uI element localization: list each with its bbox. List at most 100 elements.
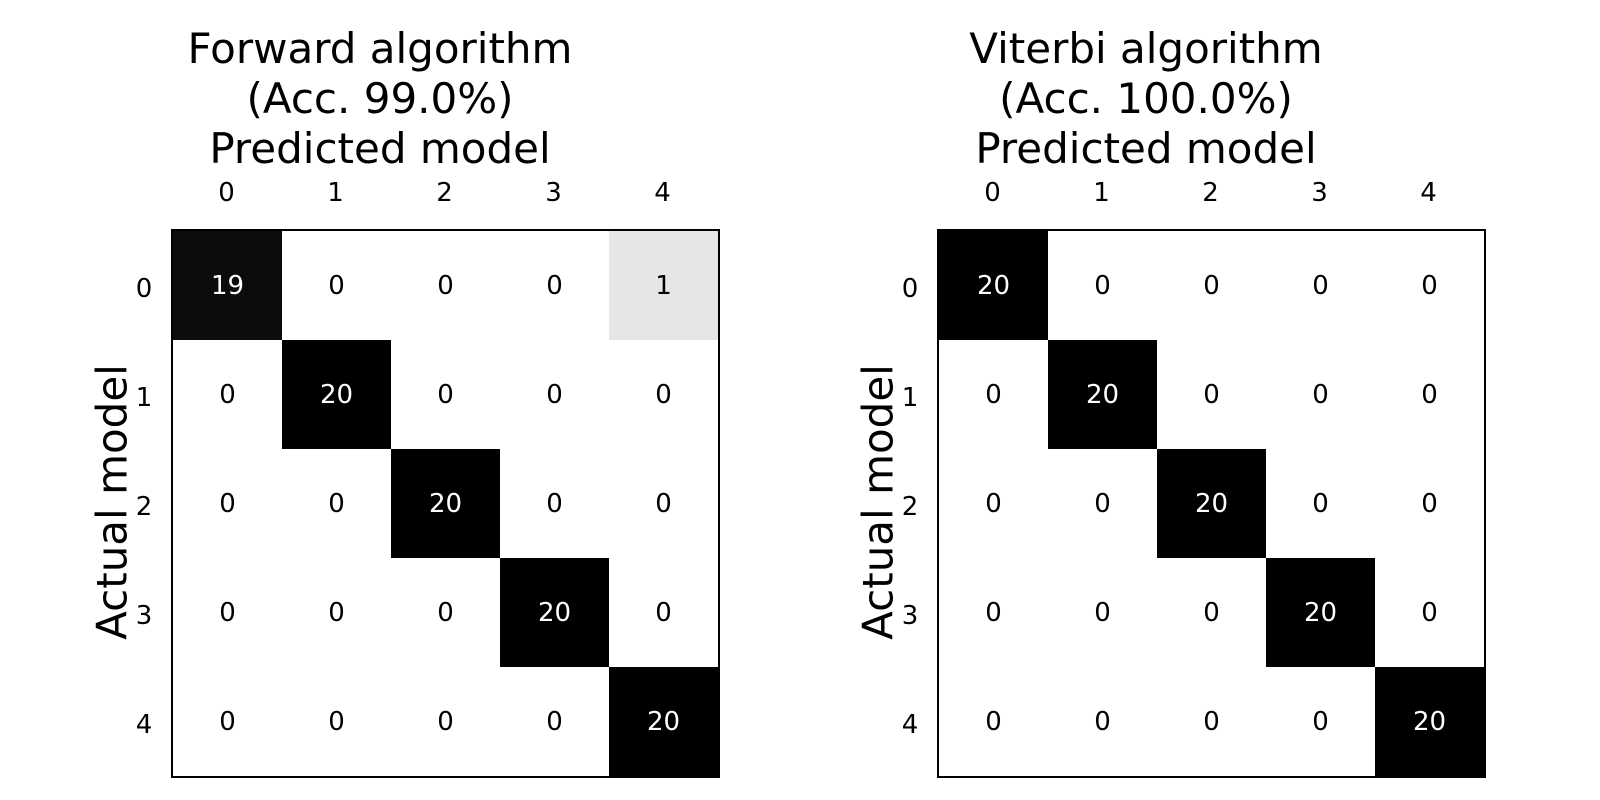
y-tick-label: 0 — [135, 273, 153, 304]
cell-value-label: 0 — [985, 379, 1002, 410]
heatmap-cell — [500, 667, 609, 776]
viterbi-confusion-matrix-panel: Viterbi algorithm (Acc. 100.0%) Predicte… — [766, 0, 1526, 800]
heatmap-cell — [282, 558, 391, 667]
heatmap-cell — [282, 340, 391, 449]
cell-value-label: 0 — [219, 488, 236, 519]
cell-value-label: 0 — [219, 706, 236, 737]
x-tick-label: 4 — [1420, 178, 1437, 208]
heatmap-cell — [1157, 340, 1266, 449]
cell-value-label: 20 — [1412, 706, 1447, 737]
cell-value-label: 20 — [428, 488, 463, 519]
y-axis-label: Actual model — [853, 364, 903, 640]
cell-value-label: 0 — [1421, 270, 1438, 301]
heatmap-cell — [1048, 558, 1157, 667]
cell-value-label: 20 — [976, 270, 1011, 301]
heatmap-cell — [391, 449, 500, 558]
heatmap-cell — [609, 231, 718, 340]
cell-value-label: 0 — [985, 706, 1002, 737]
cell-value-label: 0 — [1094, 706, 1111, 737]
heatmap-cell — [1266, 340, 1375, 449]
y-tick-label: 3 — [901, 600, 919, 631]
heatmap-cell — [500, 558, 609, 667]
cell-value-label: 20 — [646, 706, 681, 737]
cell-value-label: 0 — [546, 379, 563, 410]
heatmap-cell — [500, 449, 609, 558]
cell-value-label: 0 — [437, 270, 454, 301]
heatmap-cell — [391, 340, 500, 449]
cell-value-label: 20 — [1303, 597, 1338, 628]
heatmap-cell — [1048, 667, 1157, 776]
cell-value-label: 0 — [1094, 270, 1111, 301]
chart-title-line-1: Forward algorithm — [187, 24, 573, 73]
cell-value-label: 0 — [1312, 706, 1329, 737]
cell-value-label: 0 — [437, 597, 454, 628]
y-tick-label: 1 — [135, 382, 153, 413]
heatmap-cell — [391, 231, 500, 340]
cell-value-label: 0 — [1094, 488, 1111, 519]
cell-value-label: 20 — [1085, 379, 1120, 410]
cell-value-label: 0 — [1203, 379, 1220, 410]
heatmap-cell — [1157, 667, 1266, 776]
heatmap-cell — [500, 340, 609, 449]
y-tick-label: 0 — [901, 273, 919, 304]
heatmap-cell — [1266, 449, 1375, 558]
heatmap-cell — [1266, 667, 1375, 776]
heatmap-cell — [1048, 340, 1157, 449]
cell-value-label: 0 — [655, 597, 672, 628]
heatmap-cell — [391, 558, 500, 667]
heatmap-cell — [173, 558, 282, 667]
cell-value-label: 0 — [546, 488, 563, 519]
heatmap-cell — [1375, 340, 1484, 449]
heatmap-cell — [609, 340, 718, 449]
heatmap-cell — [282, 231, 391, 340]
heatmap-cell — [939, 667, 1048, 776]
cell-value-label: 0 — [1421, 488, 1438, 519]
cell-value-label: 0 — [219, 379, 236, 410]
y-axis-label: Actual model — [87, 364, 137, 640]
confusion-matrix-grid: 20 0 0 0 0 0 20 0 0 0 0 0 20 0 0 0 0 0 20 0 0 0 0 0 20 — [937, 229, 1486, 778]
chart-title-line-1: Viterbi algorithm — [969, 24, 1323, 73]
cell-value-label: 0 — [1203, 706, 1220, 737]
cell-value-label: 0 — [655, 379, 672, 410]
heatmap-cell — [609, 449, 718, 558]
heatmap-cell — [500, 231, 609, 340]
y-tick-label: 4 — [901, 709, 919, 740]
y-tick-label: 2 — [135, 491, 153, 522]
cell-value-label: 0 — [328, 706, 345, 737]
cell-value-label: 19 — [210, 270, 245, 301]
heatmap-cell — [939, 340, 1048, 449]
x-tick-label: 0 — [218, 178, 235, 208]
cell-value-label: 0 — [328, 488, 345, 519]
cell-value-label: 0 — [655, 488, 672, 519]
heatmap-cell — [609, 558, 718, 667]
heatmap-cell — [282, 449, 391, 558]
heatmap-cell — [391, 667, 500, 776]
heatmap-cell — [939, 558, 1048, 667]
x-tick-label: 3 — [1311, 178, 1328, 208]
heatmap-cell — [282, 667, 391, 776]
cell-value-label: 0 — [1203, 597, 1220, 628]
cell-value-label: 0 — [546, 706, 563, 737]
x-tick-label: 1 — [327, 178, 344, 208]
cell-value-label: 0 — [546, 270, 563, 301]
x-tick-label: 2 — [436, 178, 453, 208]
x-tick-label: 1 — [1093, 178, 1110, 208]
heatmap-cell — [1375, 449, 1484, 558]
heatmap-cell — [173, 231, 282, 340]
cell-value-label: 0 — [1421, 597, 1438, 628]
cell-value-label: 0 — [1312, 379, 1329, 410]
cell-value-label: 0 — [1421, 379, 1438, 410]
heatmap-cell — [1157, 449, 1266, 558]
y-tick-label: 2 — [901, 491, 919, 522]
cell-value-label: 0 — [1312, 488, 1329, 519]
cell-value-label: 20 — [319, 379, 354, 410]
heatmap-cell — [1266, 231, 1375, 340]
cell-value-label: 0 — [328, 597, 345, 628]
heatmap-cell — [1048, 231, 1157, 340]
heatmap-cell — [1375, 667, 1484, 776]
cell-value-label: 0 — [1203, 270, 1220, 301]
heatmap-cell — [173, 340, 282, 449]
x-tick-label: 2 — [1202, 178, 1219, 208]
heatmap-cell — [1375, 558, 1484, 667]
heatmap-cell — [173, 667, 282, 776]
